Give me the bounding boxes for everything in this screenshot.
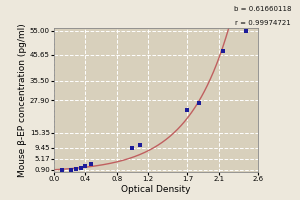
X-axis label: Optical Density: Optical Density bbox=[121, 185, 191, 194]
Point bbox=[59, 168, 64, 171]
Text: r = 0.99974721: r = 0.99974721 bbox=[235, 20, 291, 26]
Point bbox=[88, 163, 93, 166]
Point bbox=[130, 146, 135, 149]
Y-axis label: Mouse β-EP concentration (pg/ml): Mouse β-EP concentration (pg/ml) bbox=[18, 23, 27, 177]
Point bbox=[83, 165, 88, 168]
Point bbox=[197, 101, 202, 104]
Point bbox=[244, 29, 249, 32]
Point bbox=[185, 109, 190, 112]
Point bbox=[69, 168, 74, 171]
Point bbox=[220, 50, 225, 53]
Point bbox=[74, 168, 78, 171]
Point bbox=[79, 167, 84, 170]
Point bbox=[138, 143, 143, 147]
Text: b = 0.61660118: b = 0.61660118 bbox=[233, 6, 291, 12]
